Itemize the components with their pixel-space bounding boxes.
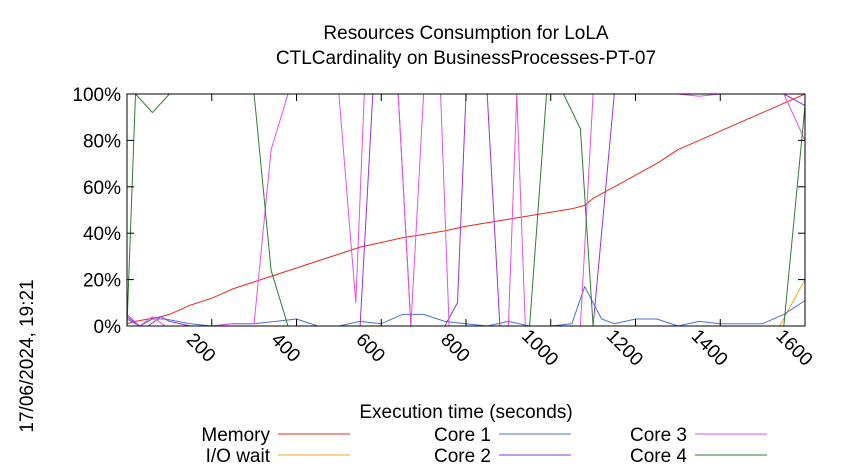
x-tick-label: 1600 [772,326,817,371]
y-tick-label: 0% [94,317,122,338]
x-tick-label: 1000 [517,326,562,371]
axis-layer: 0% 20% 40% 60% 80% 100% 200 400 600 800 1000 1200 14… [72,85,816,370]
legend-label-core-3: Core 3 [630,425,687,446]
chart-subtitle: CTLCardinality on BusinessProcesses-PT-0… [276,48,656,69]
legend-label-core-1: Core 1 [434,425,491,446]
y-tick-label: 20% [83,271,121,292]
y-tick-label: 60% [83,178,121,199]
legend-label-core-4: Core 4 [630,446,687,467]
y-tick-label: 40% [83,224,121,245]
chart-title: Resources Consumption for LoLA [323,23,608,44]
series-layer [126,93,806,327]
x-axis-label: Execution time (seconds) [359,402,572,423]
chart-title-group: Resources Consumption for LoLA CTLCardin… [276,23,656,69]
x-tick-label: 200 [182,329,219,366]
x-tick-label: 1400 [687,326,732,371]
y-tick-label: 80% [83,131,121,152]
y-tick-label: 100% [72,85,121,106]
x-tick-label: 600 [352,329,389,366]
legend-label-i-o-wait: I/O wait [206,446,271,467]
legend-label-memory: Memory [201,425,270,446]
legend-label-core-2: Core 2 [434,446,491,467]
x-tick-label: 800 [436,329,473,366]
x-tick-label: 400 [267,329,304,366]
x-tick-label: 1200 [602,326,647,371]
timestamp-label: 17/06/2024, 19:21 [17,279,38,432]
series-line-memory [126,93,806,325]
